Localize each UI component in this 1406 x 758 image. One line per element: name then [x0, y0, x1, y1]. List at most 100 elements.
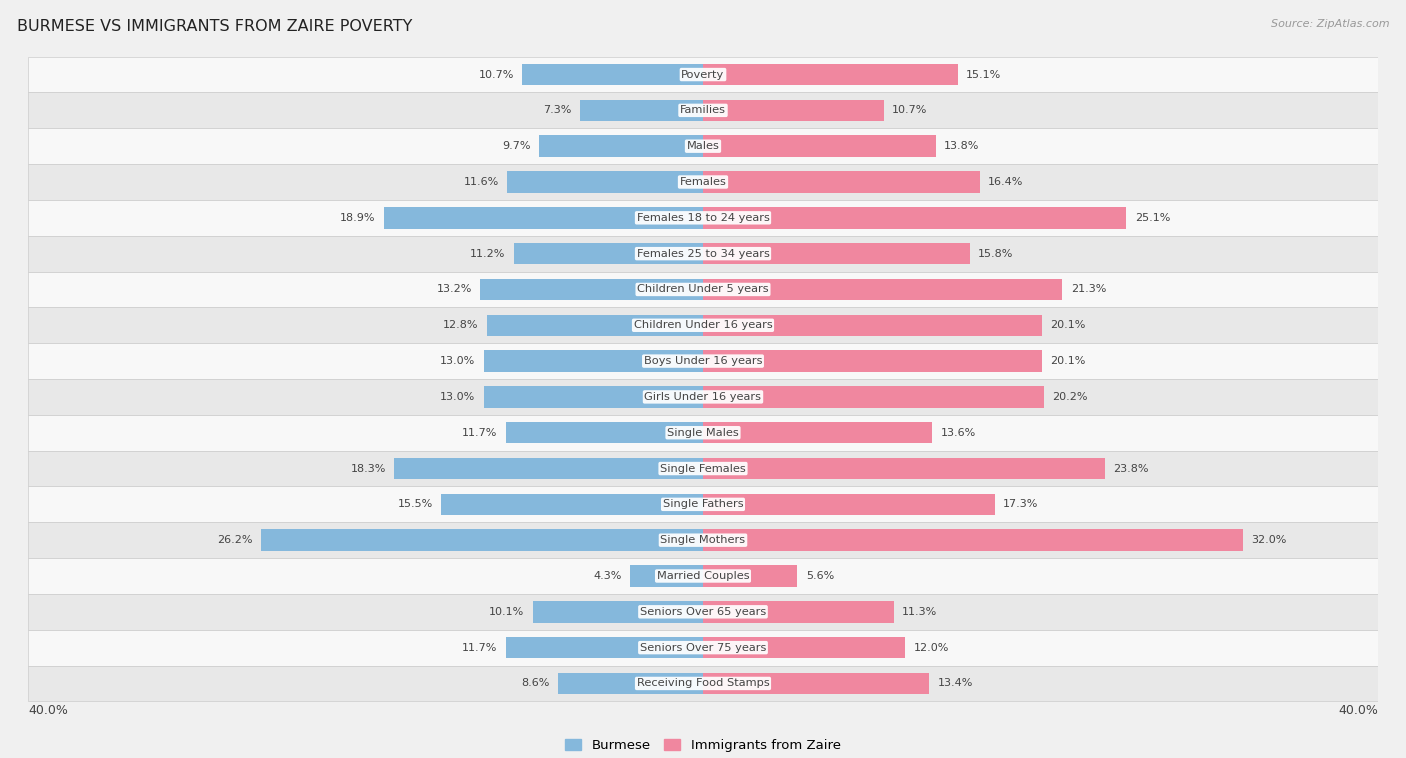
Text: Seniors Over 65 years: Seniors Over 65 years: [640, 607, 766, 617]
Bar: [28, 200, 1378, 236]
Text: 11.3%: 11.3%: [903, 607, 938, 617]
Text: 21.3%: 21.3%: [1071, 284, 1107, 294]
Text: Children Under 5 years: Children Under 5 years: [637, 284, 769, 294]
Text: 20.1%: 20.1%: [1050, 356, 1085, 366]
Text: 10.7%: 10.7%: [891, 105, 928, 115]
Text: 12.0%: 12.0%: [914, 643, 949, 653]
Text: Source: ZipAtlas.com: Source: ZipAtlas.com: [1271, 19, 1389, 29]
Bar: [28, 415, 1378, 451]
Bar: [703, 386, 1043, 408]
Text: 13.4%: 13.4%: [938, 678, 973, 688]
Text: 11.6%: 11.6%: [464, 177, 499, 187]
Text: Boys Under 16 years: Boys Under 16 years: [644, 356, 762, 366]
Text: 10.1%: 10.1%: [489, 607, 524, 617]
Text: Receiving Food Stamps: Receiving Food Stamps: [637, 678, 769, 688]
Text: 26.2%: 26.2%: [217, 535, 253, 545]
Bar: [703, 279, 1063, 300]
Bar: [28, 630, 1378, 666]
Text: 13.8%: 13.8%: [945, 141, 980, 151]
Bar: [28, 487, 1378, 522]
Legend: Burmese, Immigrants from Zaire: Burmese, Immigrants from Zaire: [560, 734, 846, 757]
Bar: [384, 207, 703, 229]
Bar: [28, 666, 1378, 701]
Text: 13.6%: 13.6%: [941, 428, 976, 437]
Text: 20.1%: 20.1%: [1050, 321, 1085, 330]
Bar: [262, 529, 703, 551]
Bar: [28, 92, 1378, 128]
Bar: [28, 164, 1378, 200]
Text: 10.7%: 10.7%: [478, 70, 515, 80]
Bar: [703, 136, 936, 157]
Bar: [484, 386, 703, 408]
Bar: [703, 637, 905, 659]
Bar: [28, 307, 1378, 343]
Bar: [703, 601, 894, 622]
Text: 16.4%: 16.4%: [988, 177, 1024, 187]
Text: 15.8%: 15.8%: [979, 249, 1014, 258]
Bar: [28, 57, 1378, 92]
Text: BURMESE VS IMMIGRANTS FROM ZAIRE POVERTY: BURMESE VS IMMIGRANTS FROM ZAIRE POVERTY: [17, 19, 412, 34]
Text: Single Fathers: Single Fathers: [662, 500, 744, 509]
Text: Girls Under 16 years: Girls Under 16 years: [644, 392, 762, 402]
Text: 8.6%: 8.6%: [522, 678, 550, 688]
Text: 18.3%: 18.3%: [350, 464, 385, 474]
Text: 11.2%: 11.2%: [470, 249, 506, 258]
Bar: [523, 64, 703, 86]
Bar: [441, 493, 703, 515]
Text: 40.0%: 40.0%: [28, 704, 67, 717]
Text: 40.0%: 40.0%: [1339, 704, 1378, 717]
Bar: [579, 99, 703, 121]
Text: 13.0%: 13.0%: [440, 356, 475, 366]
Text: 11.7%: 11.7%: [461, 643, 498, 653]
Bar: [703, 99, 883, 121]
Bar: [28, 522, 1378, 558]
Bar: [28, 128, 1378, 164]
Bar: [394, 458, 703, 479]
Text: Married Couples: Married Couples: [657, 571, 749, 581]
Bar: [28, 558, 1378, 594]
Bar: [540, 136, 703, 157]
Bar: [630, 565, 703, 587]
Bar: [703, 243, 970, 265]
Text: Females 25 to 34 years: Females 25 to 34 years: [637, 249, 769, 258]
Text: Seniors Over 75 years: Seniors Over 75 years: [640, 643, 766, 653]
Bar: [703, 493, 995, 515]
Text: 7.3%: 7.3%: [543, 105, 571, 115]
Text: 15.5%: 15.5%: [398, 500, 433, 509]
Bar: [28, 379, 1378, 415]
Text: 17.3%: 17.3%: [1004, 500, 1039, 509]
Bar: [703, 64, 957, 86]
Bar: [506, 422, 703, 443]
Bar: [703, 565, 797, 587]
Text: 32.0%: 32.0%: [1251, 535, 1286, 545]
Bar: [28, 271, 1378, 307]
Text: 23.8%: 23.8%: [1114, 464, 1149, 474]
Bar: [506, 637, 703, 659]
Text: 18.9%: 18.9%: [340, 213, 375, 223]
Text: Males: Males: [686, 141, 720, 151]
Text: 25.1%: 25.1%: [1135, 213, 1170, 223]
Bar: [515, 243, 703, 265]
Bar: [481, 279, 703, 300]
Text: 11.7%: 11.7%: [461, 428, 498, 437]
Text: Females: Females: [679, 177, 727, 187]
Bar: [703, 350, 1042, 372]
Bar: [508, 171, 703, 193]
Text: Poverty: Poverty: [682, 70, 724, 80]
Text: 4.3%: 4.3%: [593, 571, 621, 581]
Text: 20.2%: 20.2%: [1052, 392, 1088, 402]
Bar: [703, 458, 1105, 479]
Bar: [28, 594, 1378, 630]
Text: 15.1%: 15.1%: [966, 70, 1001, 80]
Bar: [703, 529, 1243, 551]
Text: 5.6%: 5.6%: [806, 571, 834, 581]
Bar: [703, 207, 1126, 229]
Text: Children Under 16 years: Children Under 16 years: [634, 321, 772, 330]
Text: Single Mothers: Single Mothers: [661, 535, 745, 545]
Text: Females 18 to 24 years: Females 18 to 24 years: [637, 213, 769, 223]
Text: Single Males: Single Males: [666, 428, 740, 437]
Bar: [703, 672, 929, 694]
Bar: [558, 672, 703, 694]
Bar: [28, 451, 1378, 487]
Text: 9.7%: 9.7%: [502, 141, 531, 151]
